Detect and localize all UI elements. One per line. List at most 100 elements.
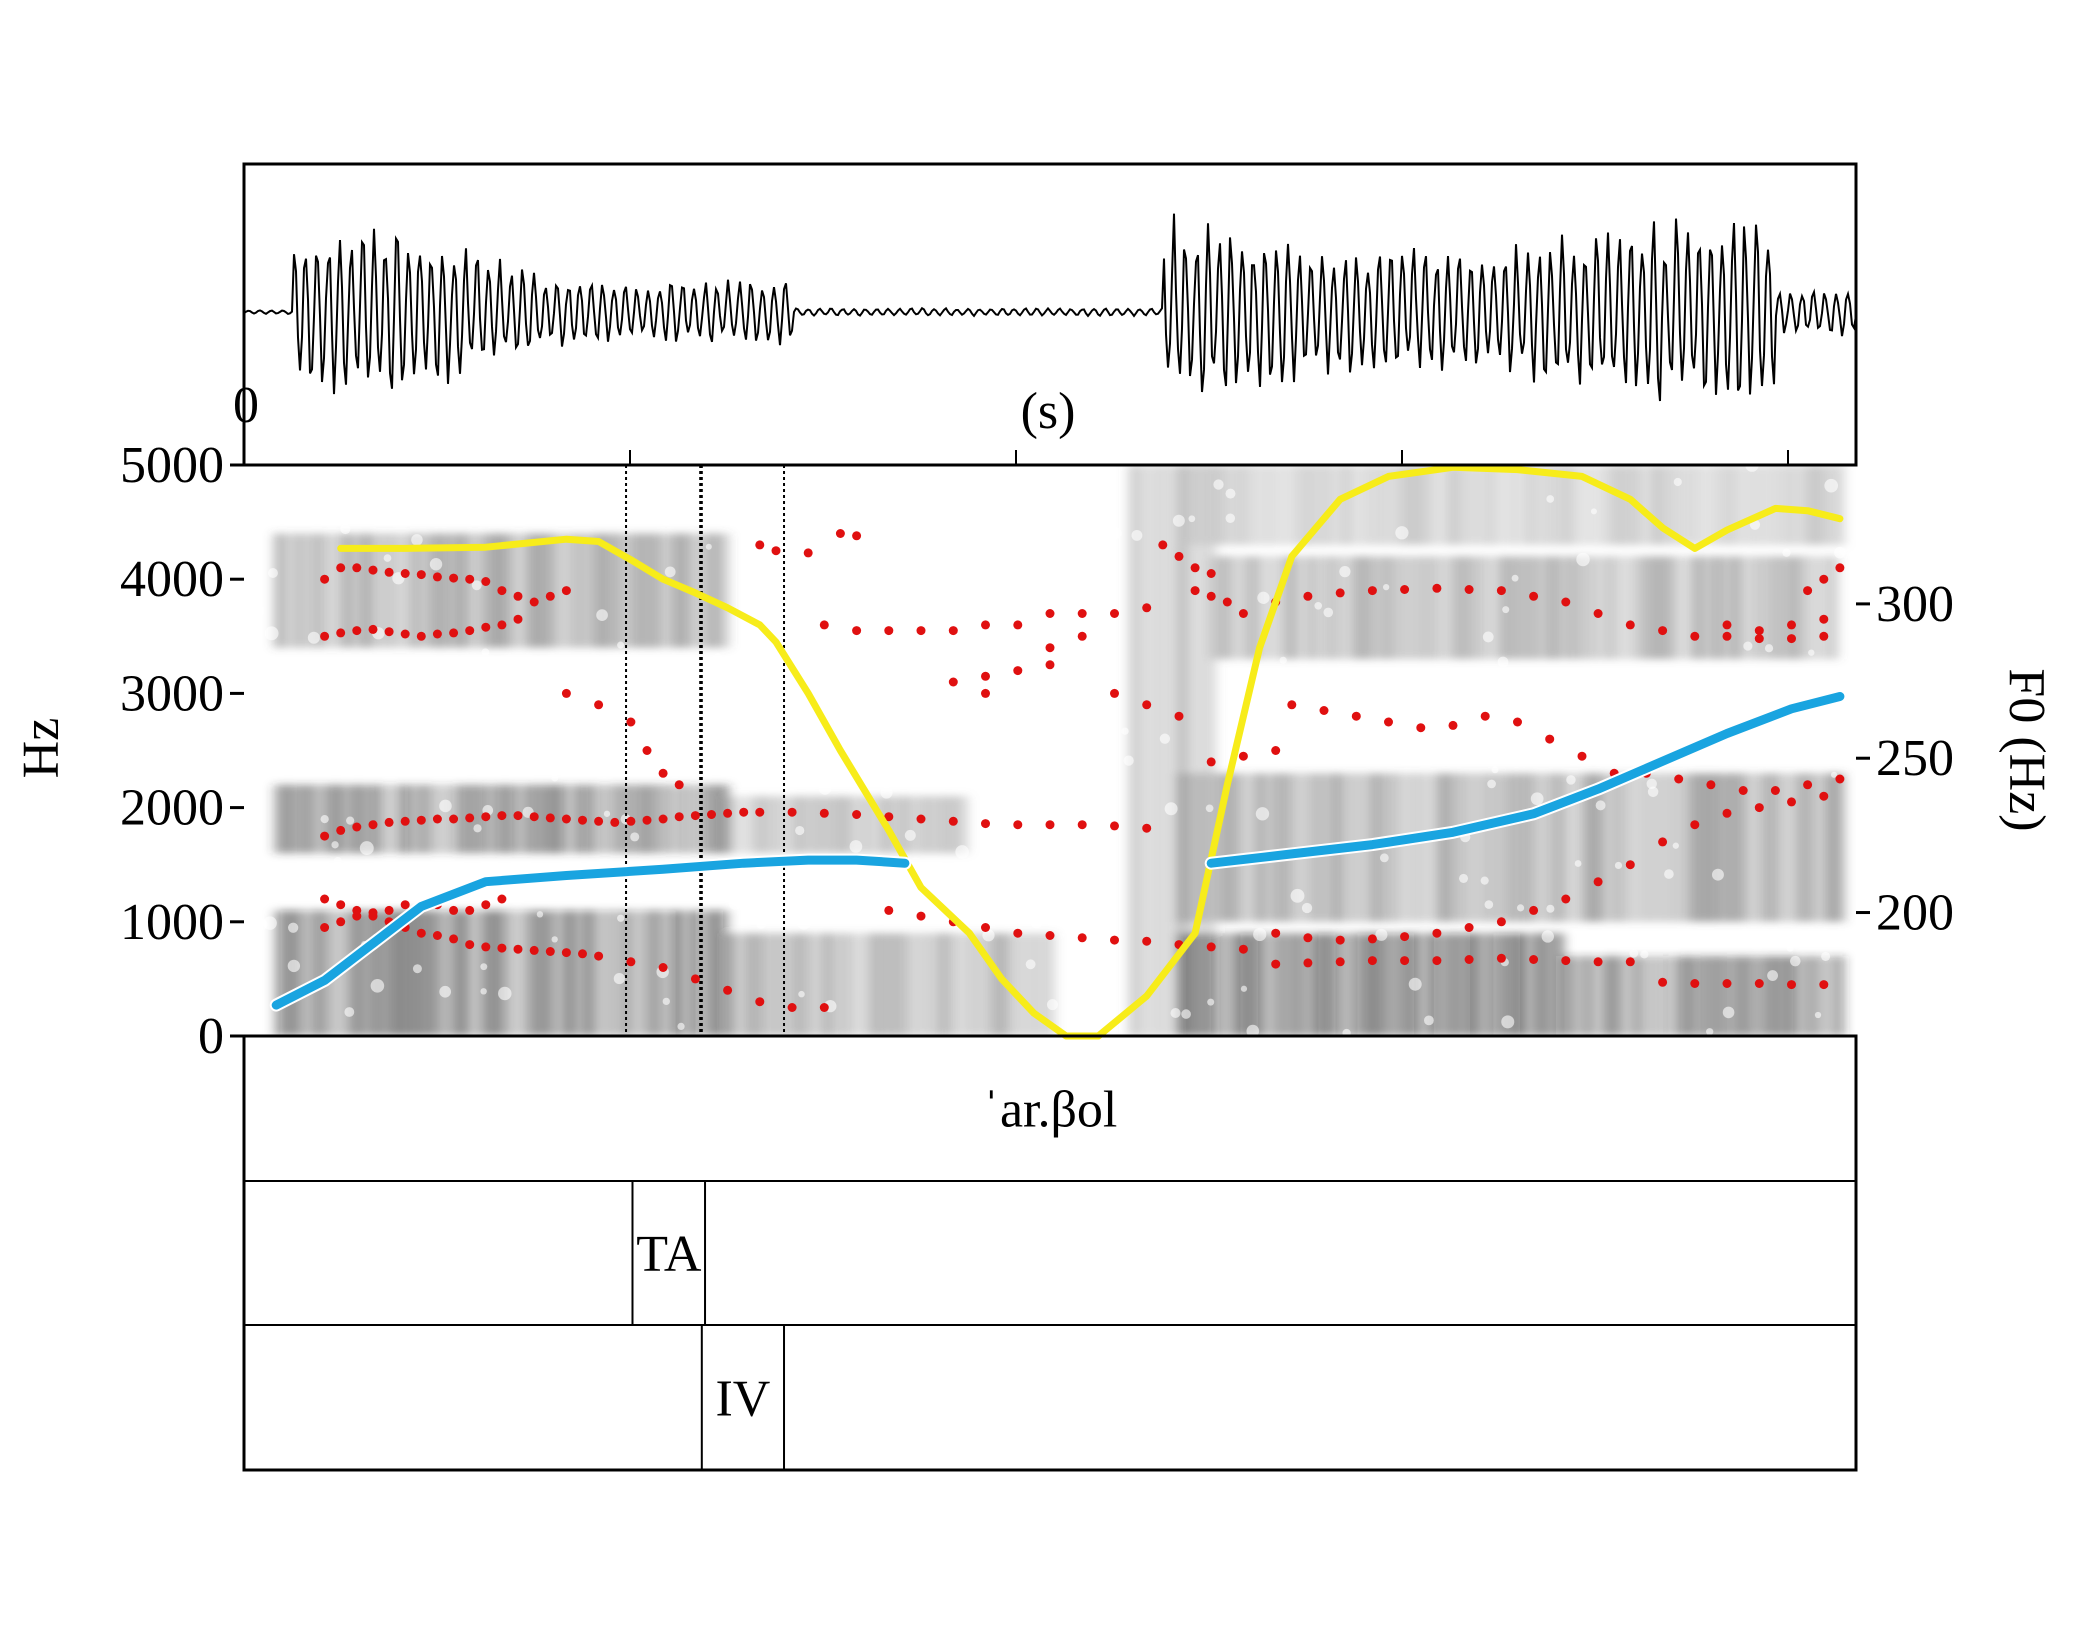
spectrogram-speckle (1099, 662, 1112, 675)
formant-dot (787, 1003, 797, 1012)
formant-dot (384, 905, 394, 915)
formant-dot (481, 942, 491, 952)
formant-dot (1819, 614, 1829, 624)
spectrogram-column (1236, 465, 1243, 545)
formant-dot (497, 620, 507, 630)
formant-dot (916, 911, 926, 921)
spectrogram-column (382, 784, 389, 854)
spectrogram-column (1723, 556, 1730, 660)
spectrogram-column (1472, 556, 1479, 660)
formant-dot (1271, 746, 1281, 755)
spectrogram-column (921, 796, 928, 854)
formant-dot (432, 931, 442, 940)
spectrogram-column (1681, 773, 1688, 922)
spectrogram-speckle (565, 501, 578, 515)
spectrogram-column (1585, 956, 1592, 1036)
spectrogram-speckle (677, 1022, 685, 1031)
spectrogram-column (1633, 956, 1640, 1036)
spectrogram-column (479, 910, 486, 1036)
formant-dot (1658, 977, 1668, 987)
spectrogram-column (1478, 933, 1485, 1036)
spectrogram-column (372, 533, 379, 648)
spectrogram-column (1768, 956, 1775, 1036)
formant-dot (1722, 620, 1732, 630)
spectrogram-column (1394, 556, 1401, 660)
formant-dot (787, 807, 797, 817)
spectrogram-column (1710, 465, 1717, 545)
spectrogram-column (1188, 465, 1195, 1036)
spectrogram-column (1037, 933, 1044, 1036)
formant-dot (513, 591, 523, 601)
spectrogram-speckle (1131, 529, 1143, 541)
spectrogram-speckle (1530, 792, 1544, 806)
spectrogram-column (372, 910, 379, 1036)
spectrogram-speckle (1225, 488, 1236, 499)
spectrogram-column (1420, 465, 1427, 545)
spectrogram-column (1469, 773, 1476, 922)
time-ticks (629, 450, 1789, 465)
spectrogram-column (1585, 773, 1592, 922)
formant-dot (852, 531, 862, 541)
formant-dot (835, 529, 845, 538)
spectrogram-column (988, 933, 995, 1036)
spectrogram-column (1266, 933, 1273, 1036)
spectrogram-column (1720, 956, 1727, 1036)
spectrogram-column (1507, 465, 1514, 545)
spectrogram-column (1488, 465, 1495, 545)
spectrogram-speckle (244, 562, 252, 576)
formant-dot (981, 688, 990, 698)
spectrogram-column (1256, 773, 1263, 922)
spectrogram-speckle (480, 963, 488, 971)
formant-dot (497, 811, 507, 821)
formant-dot (1206, 569, 1216, 578)
spectrogram-speckle (1059, 909, 1067, 917)
spectrogram-column (1575, 956, 1582, 1036)
spectrogram-column (382, 910, 389, 1036)
spectrogram-speckle (1207, 998, 1215, 1006)
f0-axis-title: F0 (Hz) (1998, 668, 2055, 831)
formant-dot (594, 816, 604, 826)
spectrogram-column (1217, 933, 1224, 1036)
spectrogram-column (737, 796, 744, 854)
spectrogram-speckle (1237, 684, 1247, 693)
spectrogram-column (1759, 465, 1766, 545)
spectrogram-column (863, 796, 870, 854)
spectrogram-column (1691, 773, 1698, 922)
formant-dot (1367, 956, 1377, 966)
spectrogram-column (1617, 556, 1624, 660)
formant-dot (545, 591, 555, 601)
spectrogram-column (1275, 465, 1282, 545)
formant-dot (578, 949, 587, 959)
spectrogram-column (1440, 465, 1447, 545)
spectrogram-column (1594, 465, 1601, 545)
formant-dot (465, 905, 475, 915)
spectrogram-column (1536, 933, 1543, 1036)
formant-dot (368, 911, 378, 921)
formant-dot (1271, 959, 1281, 969)
spectrogram-column (1752, 556, 1759, 660)
spectrogram-speckle (473, 720, 488, 734)
spectrogram-column (1459, 933, 1466, 1036)
spectrogram-column (450, 533, 457, 648)
spectrogram-column (1527, 773, 1534, 922)
spectrogram-column (1207, 465, 1214, 1036)
spectrogram-column (1546, 773, 1553, 922)
spectrogram-speckle (1803, 687, 1812, 696)
formant-dot (1077, 820, 1087, 830)
formant-dot (1432, 956, 1442, 966)
spectrogram-speckle (1782, 548, 1791, 557)
formant-dot (803, 548, 813, 558)
formant-dot (320, 831, 330, 841)
spectrogram-column (1694, 556, 1701, 660)
spectrogram-speckle (1646, 778, 1657, 790)
spectrogram-speckle (664, 566, 676, 578)
formant-dot (1738, 786, 1748, 795)
spectrogram-speckle (1821, 951, 1831, 961)
spectrogram-column (634, 910, 641, 1036)
formant-dot (384, 817, 394, 827)
formant-dot (1561, 597, 1571, 607)
formant-dot (1674, 774, 1684, 784)
spectrogram-column (682, 784, 689, 854)
spectrogram-speckle (849, 840, 863, 853)
formant-dot (981, 620, 990, 630)
